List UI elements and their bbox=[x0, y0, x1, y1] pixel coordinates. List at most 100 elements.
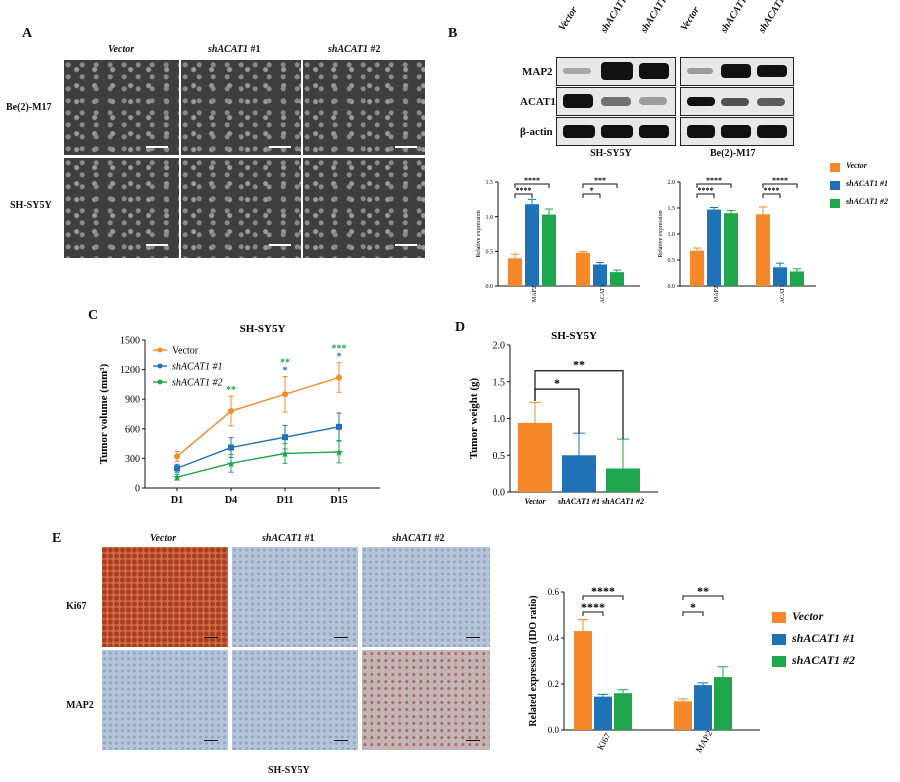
y-tick-label: 1200 bbox=[120, 365, 140, 376]
panel-e-row-ki67: Ki67 bbox=[66, 601, 87, 612]
significance-label: * bbox=[337, 352, 342, 363]
significance-bracket bbox=[582, 611, 604, 616]
y-tick-label: 1.5 bbox=[486, 180, 494, 186]
chart-b-right: 0.00.51.01.52.0MAP2********ACAT1********… bbox=[658, 176, 816, 303]
x-tick-label: D11 bbox=[277, 495, 294, 506]
blot-shsy5y-actin bbox=[556, 117, 676, 146]
blot-row-map2: MAP2 bbox=[522, 66, 553, 78]
significance-bracket bbox=[534, 370, 624, 440]
significance-label: ** bbox=[280, 358, 290, 369]
significance-label: * bbox=[690, 600, 696, 614]
bar bbox=[594, 696, 612, 730]
blot-caption-be2: Be(2)-M17 bbox=[710, 148, 756, 159]
series-line bbox=[176, 451, 340, 478]
legend-item-sh2: shACAT1 #2 bbox=[830, 196, 900, 214]
x-tick-label: ACAT1 bbox=[600, 285, 606, 304]
x-tick-label: MAP2 bbox=[714, 286, 720, 302]
series-line bbox=[176, 376, 340, 457]
y-tick-label: 1500 bbox=[120, 336, 140, 347]
data-point: ★ bbox=[280, 448, 290, 460]
bar bbox=[773, 267, 787, 286]
panel-e-col-vector: Vector bbox=[150, 533, 177, 544]
blot-lane-6: shACAT1 #2 bbox=[756, 0, 794, 36]
bar bbox=[562, 455, 596, 492]
legend-label: shACAT1 #1 bbox=[172, 362, 222, 373]
panel-b-legend: Vector shACAT1 #1 shACAT1 #2 bbox=[830, 160, 900, 214]
chart-d: SH-SY5Y 0.0 0.5 1.0 1.5 2.0 Vector shACAT1 #1 sh… bbox=[468, 330, 658, 506]
blot-lane-2: shACAT1 #1 bbox=[598, 0, 636, 36]
panel-c-label: C bbox=[88, 308, 99, 323]
legend-item-sh1: shACAT1 #1 bbox=[830, 178, 900, 196]
micrograph-a-4 bbox=[64, 158, 179, 258]
panel-e-row-map2: MAP2 bbox=[66, 700, 94, 711]
blot-lane-5: shACAT1 #1 bbox=[718, 0, 756, 36]
significance-bracket bbox=[682, 595, 724, 600]
legend-marker bbox=[157, 347, 163, 353]
significance-label: * bbox=[590, 186, 594, 195]
panel-d-label: D bbox=[455, 320, 466, 335]
data-point bbox=[336, 423, 342, 430]
y-tick-label: 0.4 bbox=[548, 633, 560, 643]
blot-be2-map2 bbox=[680, 57, 794, 86]
x-tick-label: D1 bbox=[171, 495, 183, 506]
x-tick-label: shACAT1 #1 bbox=[557, 497, 600, 506]
significance-bracket bbox=[762, 183, 798, 188]
bar bbox=[606, 468, 640, 492]
bar bbox=[518, 422, 552, 492]
ihc-ki67-vector bbox=[102, 547, 228, 647]
panel-b-label: B bbox=[448, 26, 458, 41]
bar bbox=[790, 271, 804, 286]
y-tick-label: 0.0 bbox=[668, 284, 676, 290]
significance-bracket bbox=[582, 595, 624, 600]
blot-shsy5y-acat1 bbox=[556, 87, 676, 116]
panel-a-col-sh2: shACAT1 #2 bbox=[328, 44, 381, 55]
data-point bbox=[282, 434, 288, 441]
e-legend-item-sh1: shACAT1 #1 bbox=[772, 630, 892, 652]
significance-bracket bbox=[514, 193, 533, 198]
ihc-map2-sh2 bbox=[362, 650, 490, 750]
significance-bracket bbox=[682, 611, 704, 616]
data-point bbox=[282, 391, 288, 398]
bar bbox=[576, 252, 590, 286]
y-tick-label: 600 bbox=[125, 424, 140, 435]
y-tick-label: 0.5 bbox=[493, 451, 506, 462]
blot-lane-3: shACAT1 #2 bbox=[638, 0, 676, 36]
significance-label: **** bbox=[698, 186, 714, 195]
legend-item-vector: Vector bbox=[830, 160, 900, 178]
ihc-map2-sh1 bbox=[232, 650, 358, 750]
micrograph-a-6 bbox=[303, 158, 425, 258]
significance-label: *** bbox=[594, 176, 606, 185]
y-tick-label: 1.0 bbox=[493, 414, 506, 425]
y-tick-label: 300 bbox=[125, 454, 140, 465]
y-tick-label: 900 bbox=[125, 395, 140, 406]
significance-label: *** bbox=[332, 344, 347, 355]
panel-a-row-shsy5y: SH-SY5Y bbox=[10, 200, 52, 211]
y-tick-label: 0.5 bbox=[668, 258, 676, 264]
ihc-map2-vector bbox=[102, 650, 228, 750]
bar bbox=[593, 264, 607, 286]
e-legend-item-vector: Vector bbox=[772, 608, 892, 630]
blot-shsy5y-map2 bbox=[556, 57, 676, 86]
y-tick-label: 2.0 bbox=[668, 180, 676, 186]
chart-title: SH-SY5Y bbox=[240, 323, 286, 335]
bar bbox=[525, 204, 539, 286]
legend-label: shACAT1 #2 bbox=[172, 378, 222, 389]
bar bbox=[610, 272, 624, 286]
blot-lane-4: Vector bbox=[678, 5, 702, 33]
micrograph-a-5 bbox=[181, 158, 301, 258]
bar bbox=[707, 209, 721, 286]
significance-label: **** bbox=[516, 186, 532, 195]
panel-a: A Vector shACAT1 #1 shACAT1 #2 Be(2)-M17… bbox=[0, 0, 440, 270]
significance-bracket bbox=[762, 193, 781, 198]
blot-row-acat1: ACAT1 bbox=[520, 96, 556, 108]
panel-e-col-sh1: shACAT1 #1 bbox=[262, 533, 315, 544]
y-tick-label: 0 bbox=[135, 484, 140, 495]
significance-bracket bbox=[514, 183, 550, 188]
bar bbox=[508, 258, 522, 286]
x-tick-label: D15 bbox=[330, 495, 347, 506]
ihc-ki67-sh1 bbox=[232, 547, 358, 647]
y-tick-label: 0.2 bbox=[548, 679, 559, 689]
ihc-ki67-sh2 bbox=[362, 547, 490, 647]
data-point: ★ bbox=[226, 458, 236, 470]
series-line bbox=[176, 426, 340, 469]
